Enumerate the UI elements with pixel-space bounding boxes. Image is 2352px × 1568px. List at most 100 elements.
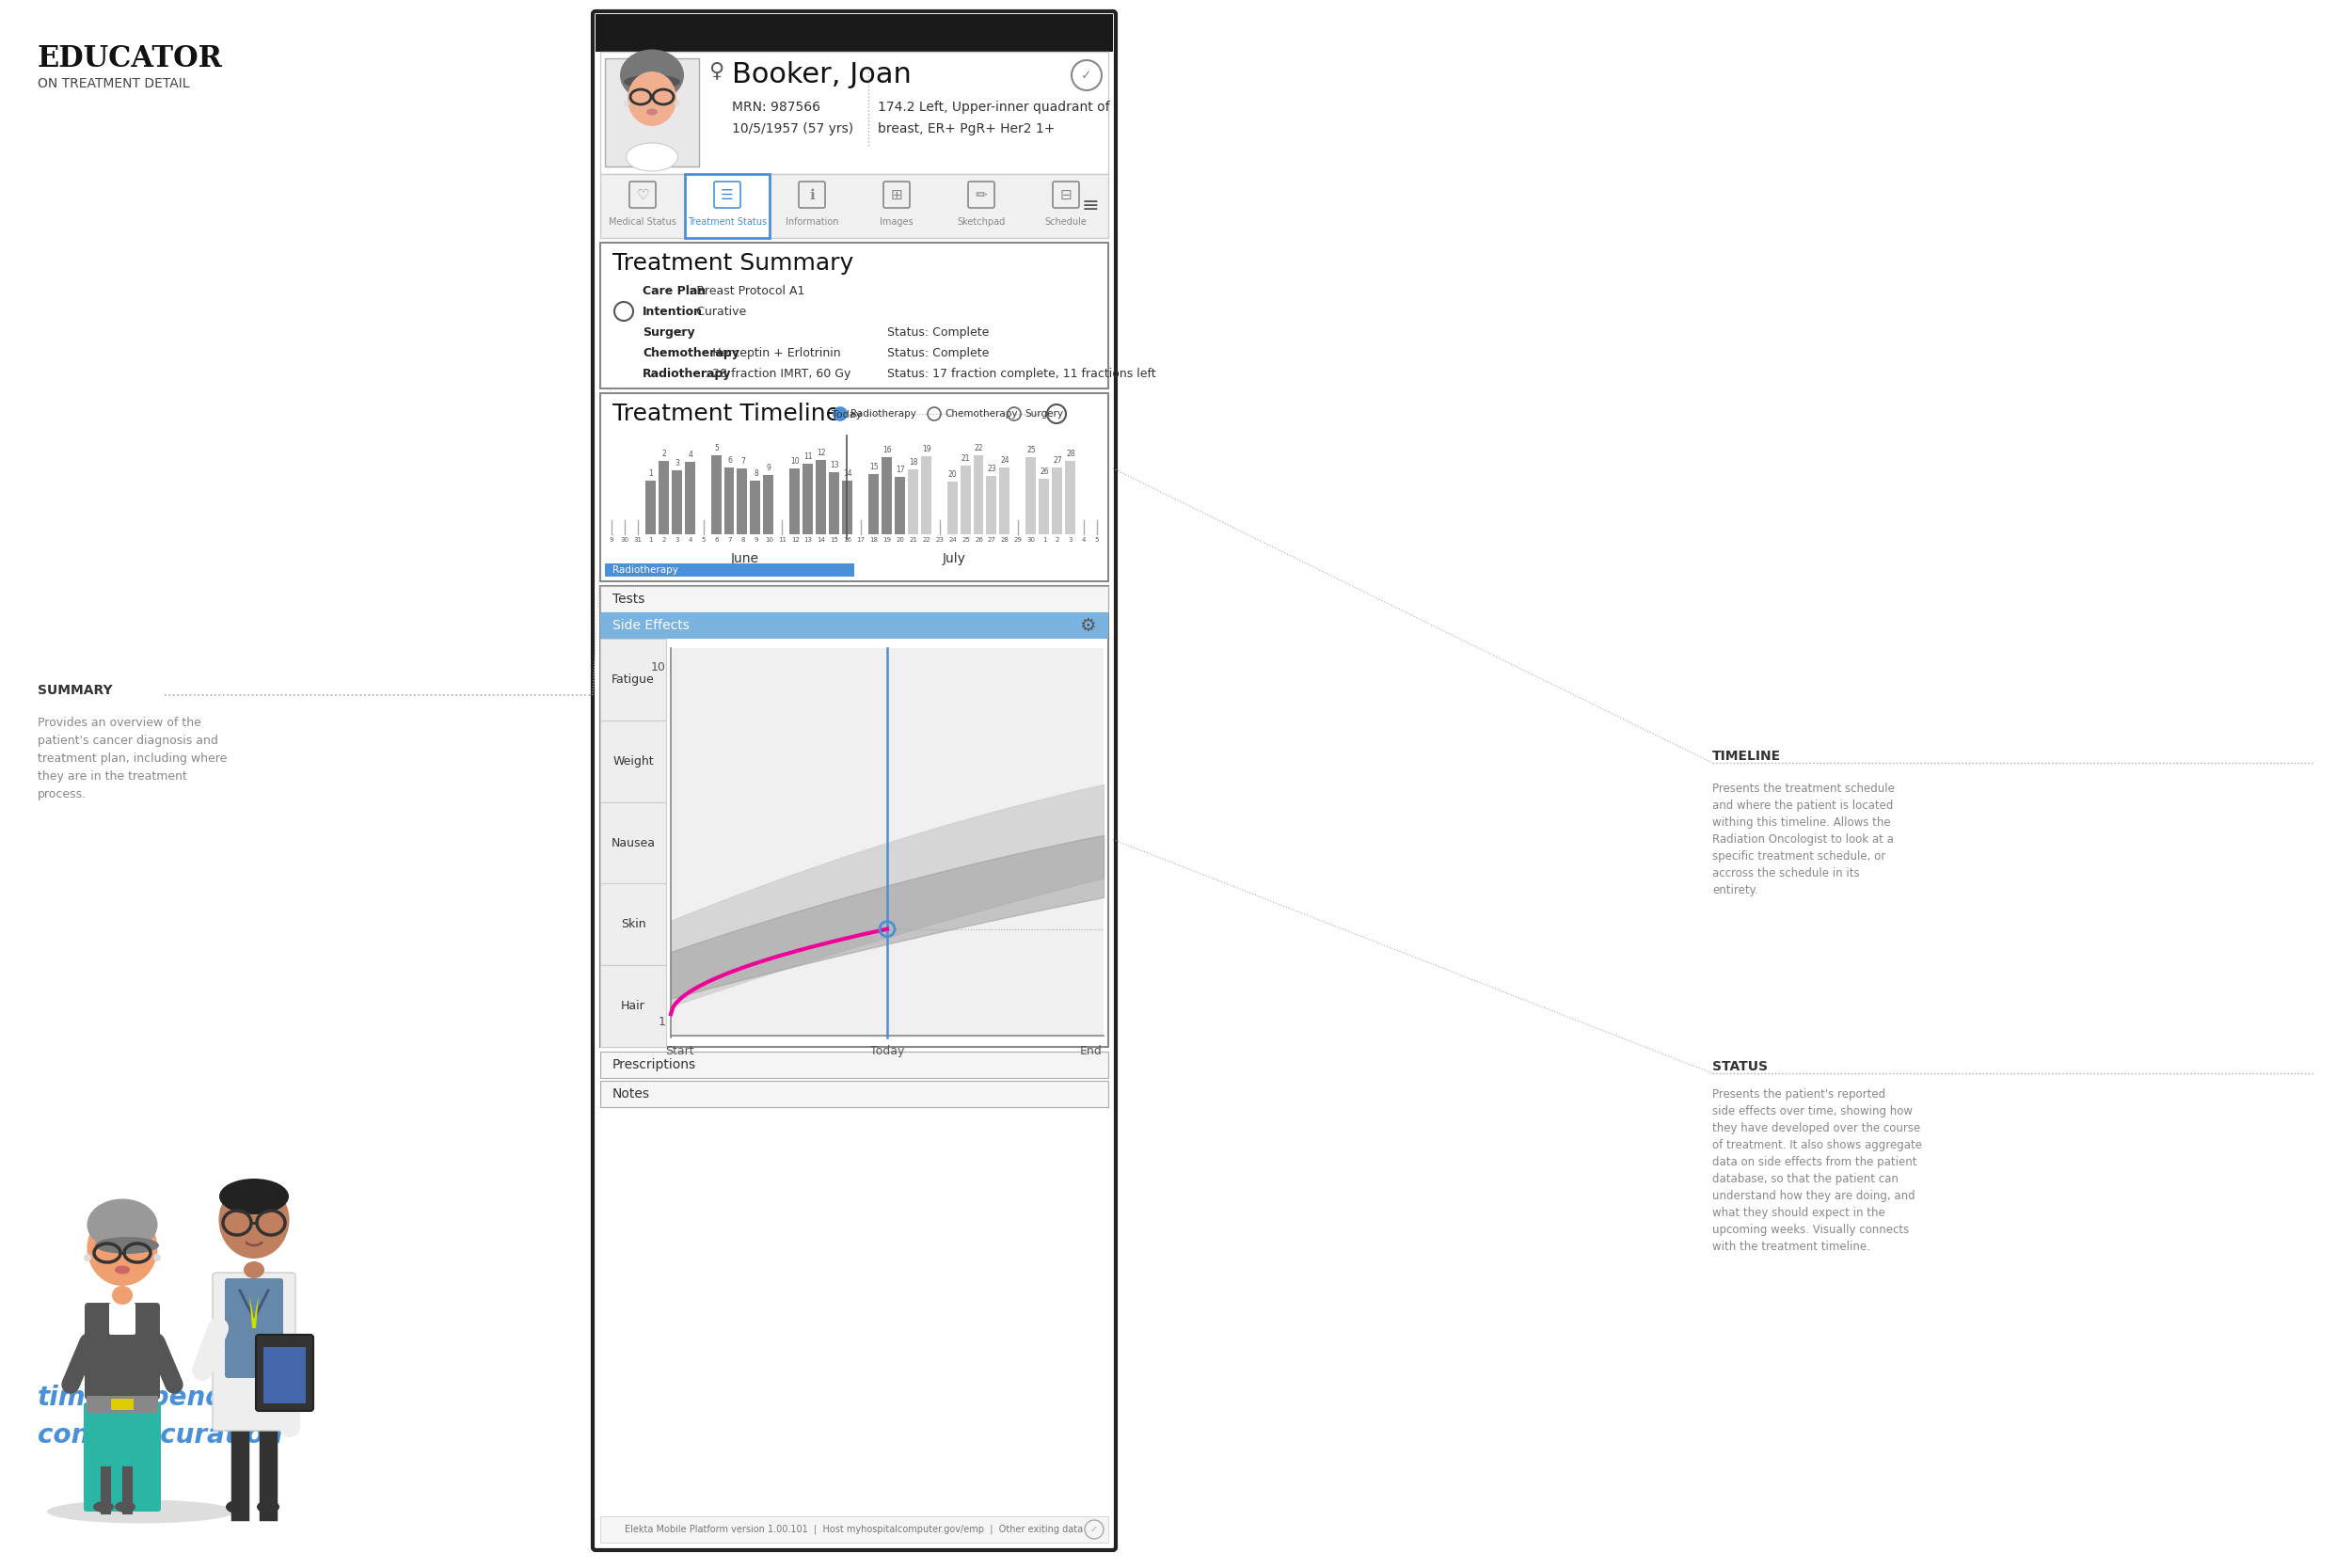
Bar	[600, 394, 1108, 582]
Ellipse shape	[94, 1501, 113, 1513]
Ellipse shape	[115, 1265, 129, 1275]
Text: ♡: ♡	[635, 188, 649, 202]
Ellipse shape	[256, 1501, 280, 1513]
Text: content curation: content curation	[38, 1422, 282, 1449]
Text: 10/5/1957 (57 yrs): 10/5/1957 (57 yrs)	[731, 122, 854, 135]
Text: 18: 18	[908, 458, 917, 467]
Text: 3: 3	[675, 538, 680, 543]
Bar	[600, 586, 1108, 613]
Text: Images: Images	[880, 218, 913, 227]
Text: 22: 22	[974, 444, 983, 453]
Text: 15: 15	[830, 538, 840, 543]
Bar	[600, 243, 1108, 389]
Text: Skin: Skin	[621, 919, 647, 930]
Text: Schedule: Schedule	[1044, 218, 1087, 227]
Text: 17: 17	[896, 466, 906, 474]
Bar	[644, 480, 656, 535]
Text: 6: 6	[727, 456, 731, 464]
Text: time-dependent: time-dependent	[38, 1385, 273, 1411]
Text: 5: 5	[1096, 538, 1098, 543]
Bar	[684, 174, 769, 238]
Text: STATUS: STATUS	[1712, 1060, 1769, 1073]
Bar	[604, 58, 699, 166]
Text: 23: 23	[988, 464, 997, 474]
Bar	[600, 1052, 1108, 1077]
Text: 14: 14	[842, 469, 851, 478]
Bar	[750, 480, 760, 535]
Ellipse shape	[628, 72, 677, 125]
Bar	[764, 475, 774, 535]
Text: 1: 1	[659, 1016, 666, 1029]
Text: 3: 3	[1068, 538, 1073, 543]
Text: 11: 11	[779, 538, 786, 543]
Text: 27: 27	[1054, 456, 1063, 466]
Bar	[600, 1516, 1108, 1543]
Bar	[670, 470, 682, 535]
Text: 20: 20	[896, 538, 906, 543]
Text: Fatigue: Fatigue	[612, 673, 654, 685]
Text: : Herceptin + Erlotrinin: : Herceptin + Erlotrinin	[706, 347, 840, 359]
Text: 4: 4	[689, 538, 691, 543]
Text: End: End	[1080, 1044, 1101, 1057]
Bar	[604, 563, 854, 577]
Text: Care Plan: Care Plan	[642, 285, 706, 298]
Text: ⊞: ⊞	[891, 188, 903, 202]
Bar	[828, 472, 840, 535]
Text: ≡: ≡	[1082, 196, 1098, 215]
Bar	[1025, 456, 1037, 535]
Text: 21: 21	[910, 538, 917, 543]
Text: 30: 30	[1028, 538, 1035, 543]
Ellipse shape	[647, 108, 659, 114]
Bar	[1051, 467, 1063, 535]
Text: Elekta Mobile Platform version 1.00.101  |  Host myhospitalcomputer.gov/emp  |  : Elekta Mobile Platform version 1.00.101 …	[626, 1524, 1084, 1535]
Text: 2: 2	[661, 450, 666, 458]
Text: 19: 19	[882, 538, 891, 543]
Text: 3: 3	[675, 459, 680, 467]
Text: Sketchpad: Sketchpad	[957, 218, 1004, 227]
Circle shape	[833, 408, 847, 420]
Ellipse shape	[219, 1181, 289, 1259]
Bar	[600, 613, 1108, 638]
Text: 5: 5	[715, 444, 720, 452]
FancyBboxPatch shape	[256, 1334, 313, 1411]
Text: Status: 17 fraction complete, 11 fractions left: Status: 17 fraction complete, 11 fractio…	[887, 368, 1155, 379]
Ellipse shape	[115, 1501, 136, 1513]
Text: : Curative: : Curative	[689, 306, 748, 318]
Text: 27: 27	[988, 538, 997, 543]
Text: 20: 20	[948, 470, 957, 478]
Text: breast, ER+ PgR+ Her2 1+: breast, ER+ PgR+ Her2 1+	[877, 122, 1056, 135]
Bar	[960, 466, 971, 535]
Ellipse shape	[47, 1501, 235, 1524]
Bar	[882, 456, 891, 535]
Text: 10: 10	[652, 662, 666, 674]
Text: Medical Status: Medical Status	[609, 218, 677, 227]
Circle shape	[85, 1254, 92, 1261]
Text: ✓: ✓	[1082, 69, 1091, 82]
Text: Provides an overview of the
patient's cancer diagnosis and
treatment plan, inclu: Provides an overview of the patient's ca…	[38, 717, 228, 800]
Ellipse shape	[94, 1237, 160, 1254]
Text: 23: 23	[936, 538, 943, 543]
Bar	[842, 481, 851, 535]
Text: Presents the treatment schedule
and where the patient is located
withing this ti: Presents the treatment schedule and wher…	[1712, 782, 1896, 897]
Bar	[600, 52, 1108, 174]
Text: 6: 6	[715, 538, 720, 543]
Text: Booker, Joan: Booker, Joan	[731, 61, 913, 88]
Text: : 28 fraction IMRT, 60 Gy: : 28 fraction IMRT, 60 Gy	[706, 368, 851, 379]
Text: 24: 24	[948, 538, 957, 543]
Text: 10: 10	[764, 538, 774, 543]
Bar	[736, 469, 748, 535]
Bar	[263, 1347, 306, 1403]
Bar	[868, 475, 880, 535]
Text: ☰: ☰	[720, 188, 734, 202]
Text: 174.2 Left, Upper-inner quadrant of: 174.2 Left, Upper-inner quadrant of	[877, 100, 1110, 114]
Text: Radiotherapy: Radiotherapy	[612, 566, 677, 575]
Text: Start: Start	[666, 1044, 694, 1057]
Bar	[600, 638, 666, 720]
Text: 25: 25	[962, 538, 969, 543]
Text: Radiotherapy: Radiotherapy	[851, 409, 917, 419]
Text: Prescriptions: Prescriptions	[612, 1058, 696, 1071]
Text: ⚙: ⚙	[1080, 616, 1096, 635]
Text: 5: 5	[701, 538, 706, 543]
Text: 18: 18	[870, 538, 877, 543]
Text: 1: 1	[1042, 538, 1047, 543]
